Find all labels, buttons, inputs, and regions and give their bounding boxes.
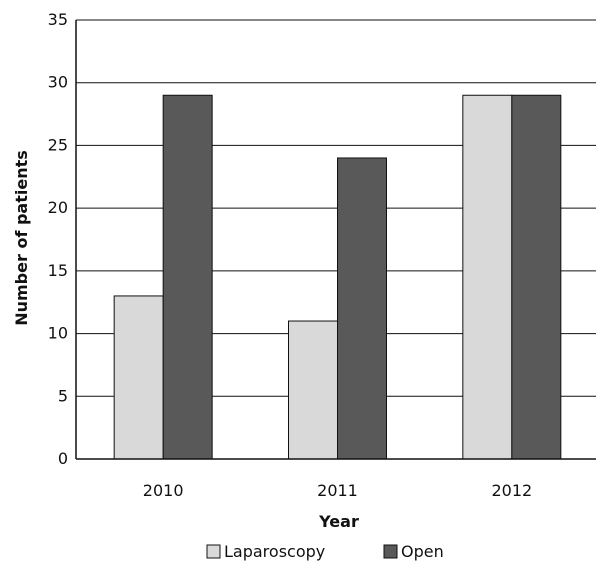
y-tick-label: 25 xyxy=(48,135,68,154)
y-tick-label: 20 xyxy=(48,198,68,217)
bar-laparoscopy-2010 xyxy=(113,295,164,460)
y-axis-title: Number of patients xyxy=(12,150,31,326)
x-axis-title: Year xyxy=(318,512,359,531)
bar-open-2011 xyxy=(337,157,387,460)
y-tick-label: 10 xyxy=(48,324,68,343)
y-tick-label: 35 xyxy=(48,10,68,29)
legend-swatch-laparoscopy xyxy=(206,544,221,559)
legend-label-laparoscopy: Laparoscopy xyxy=(224,542,325,561)
y-tick-label: 0 xyxy=(58,449,68,468)
x-tick-label: 2011 xyxy=(317,481,358,500)
bar-laparoscopy-2012 xyxy=(462,94,513,460)
bars xyxy=(113,94,562,460)
legend-swatch-open xyxy=(383,544,398,559)
legend-label-open: Open xyxy=(401,542,444,561)
y-tick-label: 30 xyxy=(48,73,68,92)
bar-open-2010 xyxy=(162,94,213,460)
legend: Laparoscopy Open xyxy=(206,542,444,561)
y-tick-label: 15 xyxy=(48,261,68,280)
bar-open-2012 xyxy=(511,94,562,460)
y-tick-label: 5 xyxy=(58,386,68,405)
x-tick-labels: 2010 2011 2012 xyxy=(143,481,532,500)
axes xyxy=(75,20,596,460)
y-tick-labels: 0 5 10 15 20 25 30 35 xyxy=(48,10,68,468)
x-tick-label: 2010 xyxy=(143,481,184,500)
x-tick-label: 2012 xyxy=(491,481,532,500)
bar-laparoscopy-2011 xyxy=(288,320,338,460)
